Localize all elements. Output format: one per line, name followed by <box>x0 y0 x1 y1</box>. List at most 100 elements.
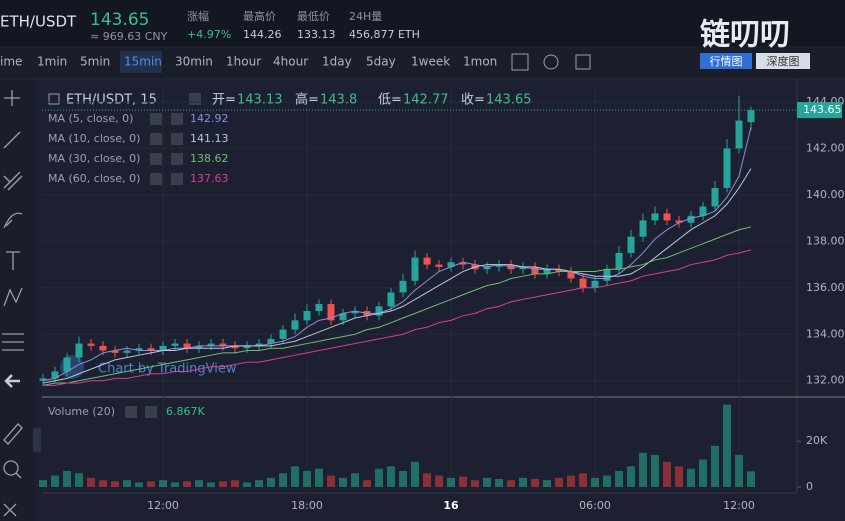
view-tab[interactable]: 深度图 <box>767 54 800 68</box>
interval[interactable]: 1day <box>322 55 352 69</box>
candle-body <box>327 304 335 321</box>
candle-body <box>675 220 683 223</box>
tool-icons[interactable] <box>2 90 24 517</box>
volume-bar <box>687 468 695 487</box>
interval[interactable]: 1min <box>37 55 67 69</box>
volume-bar <box>567 475 575 487</box>
candle-body <box>639 220 647 237</box>
indicator-icon[interactable] <box>511 53 529 71</box>
volume-bar <box>279 473 287 487</box>
volume-bar <box>183 481 191 487</box>
volume-bar <box>363 480 371 487</box>
interval[interactable]: ime <box>0 55 22 69</box>
volume-bar <box>555 477 563 487</box>
volume-bar <box>171 482 179 487</box>
candle-body <box>711 187 719 207</box>
x-tick-label: 12:00 <box>147 499 179 512</box>
volume-bar <box>471 480 479 487</box>
fib-icon[interactable] <box>3 171 23 191</box>
interval[interactable]: 5day <box>366 55 396 69</box>
candle-body <box>303 311 311 321</box>
trendline-icon[interactable] <box>3 131 21 149</box>
volume-bar <box>387 466 395 487</box>
back-icon[interactable] <box>4 374 20 388</box>
legend-icon[interactable] <box>171 133 183 145</box>
watermark: Chart by TradingView <box>98 362 237 377</box>
brush-icon[interactable] <box>3 212 23 229</box>
legend-icon[interactable] <box>171 153 183 165</box>
candle-body <box>111 350 119 353</box>
interval[interactable]: 1mon <box>463 55 497 69</box>
interval[interactable]: 15min <box>124 55 162 69</box>
legend-icon[interactable] <box>171 173 183 185</box>
x-tick-label: 06:00 <box>579 499 611 512</box>
legend-icon[interactable] <box>145 406 157 418</box>
volume-bar <box>375 468 383 487</box>
collapse-handle[interactable] <box>33 428 41 452</box>
tab[interactable] <box>756 53 810 69</box>
zoom-icon[interactable] <box>3 460 19 476</box>
interval-active-bg[interactable] <box>120 51 162 73</box>
header-bar <box>0 0 845 46</box>
zoom-handle[interactable] <box>15 472 22 479</box>
interval[interactable]: 30min <box>175 55 213 69</box>
legend-name: MA (30, close, 0) <box>48 152 140 165</box>
legend-icon[interactable] <box>150 153 162 165</box>
candle-body <box>411 257 419 281</box>
volume-bar <box>243 482 251 487</box>
interval[interactable]: 4hour <box>273 55 308 69</box>
candle-body <box>627 236 635 253</box>
candle-body <box>75 343 83 358</box>
stat-value: 456,877 ETH <box>349 28 420 41</box>
volume-bar <box>99 480 107 487</box>
logo: 链叨叨 <box>700 18 790 53</box>
candle-body <box>339 313 347 321</box>
collapse-icon[interactable] <box>48 93 60 105</box>
volume-bar <box>111 481 119 487</box>
view-tab[interactable]: 行情图 <box>710 55 743 68</box>
legend-icon[interactable] <box>150 173 162 185</box>
interval[interactable]: 5min <box>80 55 110 69</box>
candle-body <box>615 252 623 270</box>
candle-body <box>171 343 179 346</box>
close-icon[interactable] <box>3 503 17 517</box>
y-tick-label: 138.00 <box>806 234 845 247</box>
stat-label: 24H量 <box>349 10 382 23</box>
stat-label: 最低价 <box>297 10 330 23</box>
legend-name: MA (5, close, 0) <box>48 112 133 125</box>
price-tag <box>797 102 842 119</box>
candle-body <box>603 269 611 281</box>
ruler-icon[interactable] <box>3 423 23 445</box>
settings-icon[interactable] <box>543 54 559 70</box>
legend-value: 137.63 <box>190 172 229 185</box>
candle-body <box>555 269 563 272</box>
legend-icon[interactable] <box>150 133 162 145</box>
candle-body <box>207 343 215 346</box>
candle-body <box>375 306 383 316</box>
screenshot-icon[interactable] <box>575 54 591 70</box>
volume-bar <box>351 473 359 487</box>
candle-body <box>387 292 395 307</box>
pattern-icon[interactable] <box>3 287 23 307</box>
interval[interactable]: 1hour <box>226 55 261 69</box>
interval[interactable]: 1week <box>411 55 450 69</box>
volume-bar <box>735 454 743 487</box>
volume-bar <box>159 480 167 487</box>
volume-bar <box>699 459 707 487</box>
volume-bar <box>423 473 431 487</box>
volume-bar <box>207 482 215 487</box>
text-icon[interactable] <box>6 251 20 270</box>
y-tick-label: 140.00 <box>806 188 845 201</box>
legend-icon[interactable] <box>171 113 183 125</box>
volume-bar <box>591 477 599 487</box>
volume-bar <box>267 477 275 487</box>
ohlc-label: 高= <box>295 92 319 108</box>
y-tick-label: 134.00 <box>806 327 845 340</box>
legend-icon[interactable] <box>150 113 162 125</box>
tab-active[interactable] <box>700 53 752 69</box>
gann-icon[interactable] <box>2 333 24 351</box>
crosshair-icon[interactable] <box>4 90 20 106</box>
volume-bar <box>147 481 155 487</box>
legend-icon[interactable] <box>125 406 137 418</box>
settings-box[interactable] <box>189 93 201 105</box>
